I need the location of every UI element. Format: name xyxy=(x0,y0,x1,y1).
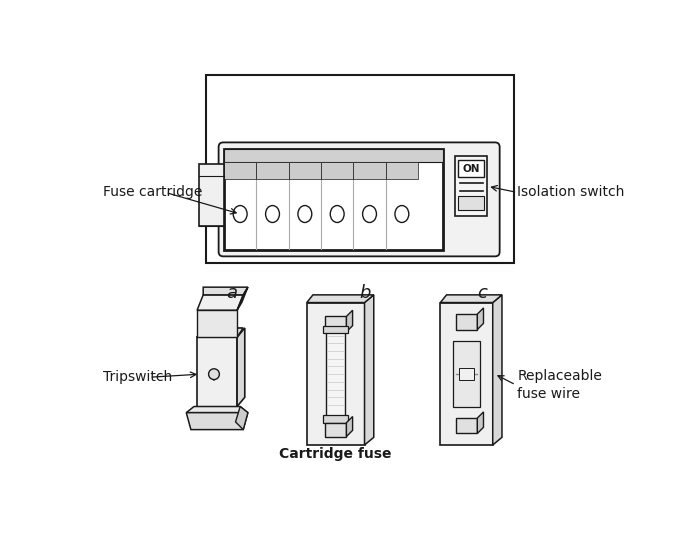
Polygon shape xyxy=(197,328,244,337)
Bar xyxy=(325,423,346,437)
Ellipse shape xyxy=(363,205,377,222)
Bar xyxy=(199,164,224,226)
Bar xyxy=(256,162,288,179)
Bar xyxy=(307,302,365,445)
Text: Tripswitch: Tripswitch xyxy=(103,370,172,384)
Polygon shape xyxy=(237,328,245,407)
Polygon shape xyxy=(209,371,218,380)
Text: b: b xyxy=(359,284,370,302)
Polygon shape xyxy=(235,407,248,429)
Bar xyxy=(453,341,480,407)
Bar xyxy=(224,149,444,162)
Polygon shape xyxy=(307,295,374,302)
Bar xyxy=(321,162,354,179)
Text: Cartridge fuse: Cartridge fuse xyxy=(279,447,392,461)
Polygon shape xyxy=(346,416,353,437)
Ellipse shape xyxy=(265,205,279,222)
Polygon shape xyxy=(186,407,248,413)
Bar xyxy=(440,302,493,445)
Bar xyxy=(197,337,237,407)
Bar xyxy=(456,314,477,330)
Polygon shape xyxy=(346,310,353,332)
Ellipse shape xyxy=(209,369,219,379)
Polygon shape xyxy=(197,310,237,337)
Polygon shape xyxy=(197,295,244,310)
Polygon shape xyxy=(237,287,248,310)
Text: a: a xyxy=(226,284,237,302)
Polygon shape xyxy=(477,308,484,330)
Polygon shape xyxy=(365,295,374,445)
Ellipse shape xyxy=(298,205,312,222)
Bar xyxy=(456,418,477,433)
Text: Fuse cartridge: Fuse cartridge xyxy=(103,185,202,199)
Bar xyxy=(288,162,321,179)
Bar xyxy=(323,415,348,423)
Polygon shape xyxy=(186,413,248,429)
Bar xyxy=(224,162,256,179)
Bar xyxy=(323,326,348,334)
Bar xyxy=(386,162,418,179)
Ellipse shape xyxy=(330,205,344,222)
Polygon shape xyxy=(477,412,484,433)
Bar xyxy=(326,332,345,416)
Bar xyxy=(325,317,346,332)
Bar xyxy=(458,196,484,210)
FancyBboxPatch shape xyxy=(218,142,500,256)
Ellipse shape xyxy=(395,205,409,222)
Bar xyxy=(206,75,514,263)
Bar xyxy=(455,156,487,216)
Bar xyxy=(354,162,386,179)
Bar xyxy=(224,149,444,250)
Text: Replaceable
fuse wire: Replaceable fuse wire xyxy=(517,369,602,401)
Text: Isolation switch: Isolation switch xyxy=(517,185,624,199)
Polygon shape xyxy=(203,287,248,295)
Bar xyxy=(458,160,484,177)
Polygon shape xyxy=(493,295,502,445)
Ellipse shape xyxy=(233,205,247,222)
Text: ON: ON xyxy=(463,164,480,173)
Polygon shape xyxy=(440,295,502,302)
Text: c: c xyxy=(477,284,487,302)
Bar xyxy=(459,368,475,380)
